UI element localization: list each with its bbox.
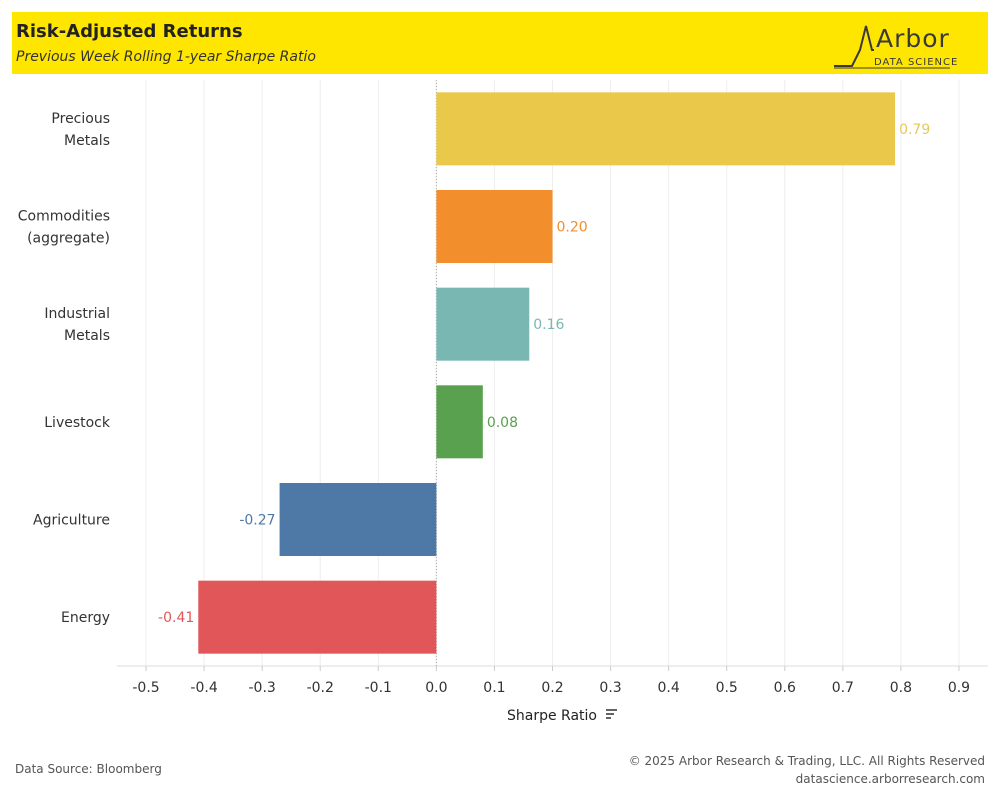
bar[interactable] (436, 287, 530, 361)
bar-value-label: 0.79 (899, 122, 930, 138)
page-title: Risk-Adjusted Returns (16, 21, 243, 42)
bar[interactable] (436, 190, 553, 263)
x-tick-label: -0.5 (132, 680, 159, 696)
sharpe-ratio-bar-chart: 0.79 0.20 0.16 0.08 -0.27 -0.41 Precious Metal… (18, 80, 988, 724)
page-subtitle: Previous Week Rolling 1-year Sharpe Rati… (16, 49, 316, 65)
category-label: Precious Metals (51, 111, 110, 149)
x-tick-label: 0.9 (948, 680, 970, 696)
bars: 0.79 0.20 0.16 0.08 -0.27 -0.41 (158, 92, 930, 654)
bar-value-label: -0.27 (239, 513, 275, 529)
category-label: Agriculture (33, 513, 110, 529)
x-axis-title: Sharpe Ratio (507, 708, 597, 724)
x-tick-label: 0.4 (658, 680, 680, 696)
header-banner: Risk-Adjusted Returns Previous Week Roll… (12, 12, 988, 74)
grid-lines (117, 80, 988, 667)
x-tick-label: -0.1 (365, 680, 392, 696)
x-tick-label: 0.6 (774, 680, 796, 696)
x-tick-label: 0.5 (716, 680, 738, 696)
data-source: Data Source: Bloomberg (15, 762, 162, 776)
sort-descending-icon[interactable] (606, 709, 617, 719)
category-label: Commodities (aggregate) (18, 209, 110, 247)
logo-subtitle: DATA SCIENCE (874, 57, 959, 68)
x-tick-label: 0.1 (483, 680, 505, 696)
logo-mark-icon (834, 25, 950, 69)
x-tick-label: -0.3 (249, 680, 276, 696)
x-tick-label: 0.7 (832, 680, 854, 696)
x-tick-label: 0.3 (599, 680, 621, 696)
x-tick-label: -0.2 (307, 680, 334, 696)
bar[interactable] (436, 92, 896, 166)
bar[interactable] (279, 483, 437, 556)
bar-value-label: 0.08 (487, 415, 518, 431)
bar[interactable] (436, 385, 483, 459)
bar[interactable] (198, 580, 437, 654)
x-tick-label: 0.0 (425, 680, 447, 696)
category-label: Energy (61, 610, 110, 626)
x-tick-label: 0.8 (890, 680, 912, 696)
website-link[interactable]: datascience.arborresearch.com (795, 772, 985, 786)
x-tick-label: -0.4 (190, 680, 217, 696)
footer-credits: © 2025 Arbor Research & Trading, LLC. Al… (629, 752, 985, 788)
arbor-logo: Arbor DATA SCIENCE (832, 20, 962, 72)
category-label: Livestock (44, 415, 111, 431)
logo-wordmark: Arbor (876, 24, 950, 53)
x-tick-label: 0.2 (541, 680, 563, 696)
category-label: Industrial Metals (44, 306, 110, 344)
bar-value-label: 0.16 (533, 317, 564, 333)
bar-value-label: 0.20 (557, 220, 588, 236)
copyright-text: © 2025 Arbor Research & Trading, LLC. Al… (628, 754, 985, 768)
x-axis-ticks: -0.5 -0.4 -0.3 -0.2 -0.1 0.0 0.1 0.2 0.3 0.4 0.5 0.… (132, 666, 970, 696)
category-labels: Precious Metals Commodities (aggregate) Indu… (18, 111, 111, 626)
bar-value-label: -0.41 (158, 610, 194, 626)
